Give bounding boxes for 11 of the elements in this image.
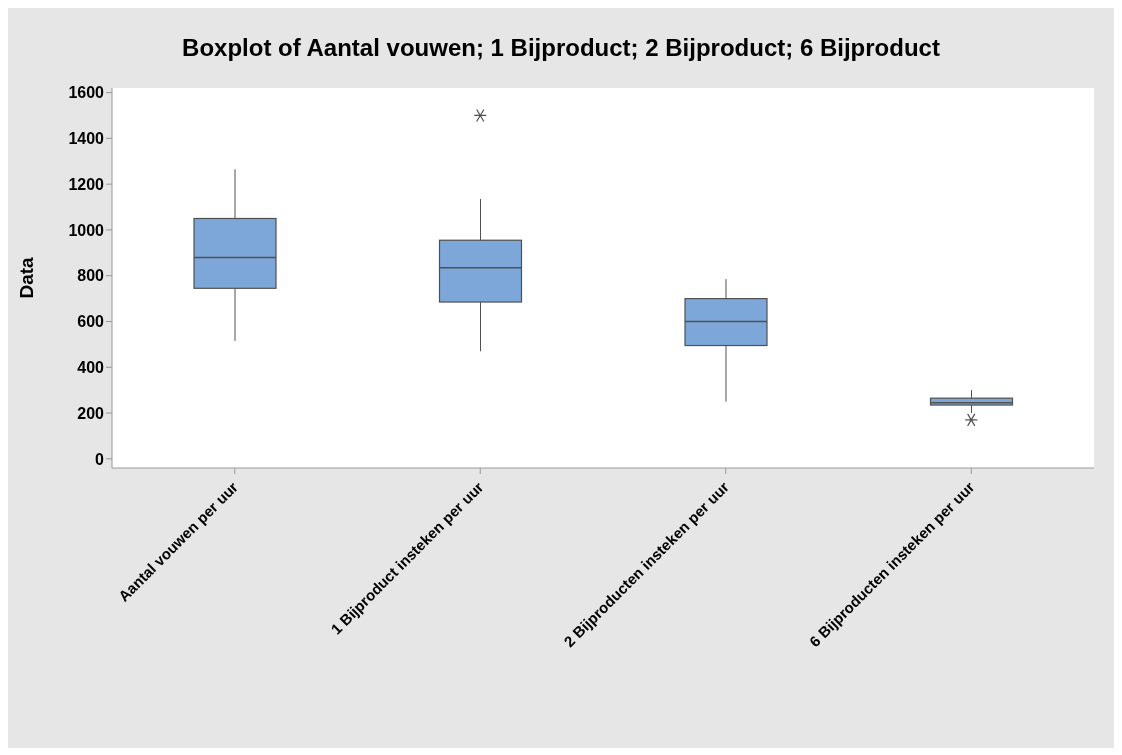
y-tick-label: 800 <box>77 267 105 285</box>
y-tick-label: 1600 <box>68 84 105 102</box>
y-tick-label: 600 <box>77 313 105 331</box>
y-tick-label: 1000 <box>68 221 105 239</box>
y-tick-label: 1400 <box>68 130 105 148</box>
y-tick-label: 1200 <box>68 175 105 193</box>
chart-title: Boxplot of Aantal vouwen; 1 Bijproduct; 2 Bijproduct; 6 Bijproduct <box>181 33 941 63</box>
y-tick-label: 200 <box>77 404 105 422</box>
y-tick-label: 0 <box>95 450 105 468</box>
y-axis-title: Data <box>15 256 37 299</box>
y-tick-label: 400 <box>77 358 105 376</box>
